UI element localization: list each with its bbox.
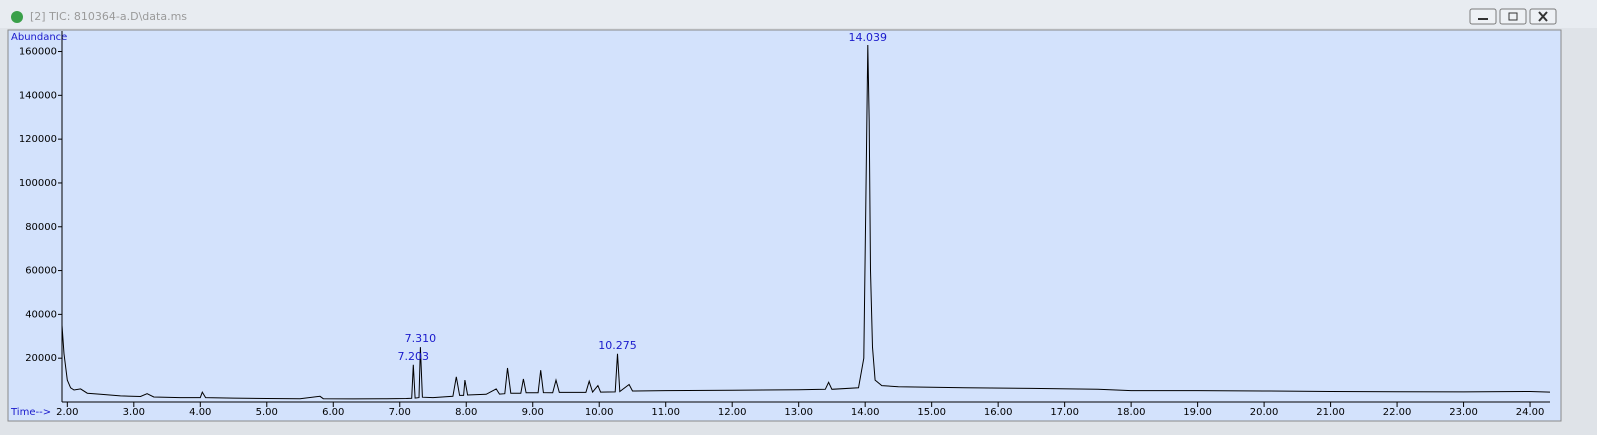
x-tick-label: 19.00 [1183, 407, 1212, 418]
x-tick-label: 6.00 [322, 407, 344, 418]
x-tick-label: 4.00 [189, 407, 211, 418]
x-tick-label: 2.00 [56, 407, 78, 418]
x-tick-label: 23.00 [1449, 407, 1478, 418]
x-tick-label: 17.00 [1050, 407, 1079, 418]
x-tick-label: 18.00 [1117, 407, 1146, 418]
close-glyph [1538, 11, 1548, 22]
y-tick-label: 160000 [19, 47, 57, 58]
peak-label: 7.310 [405, 332, 437, 345]
y-tick-label: 140000 [19, 90, 57, 101]
x-tick-label: 5.00 [256, 407, 278, 418]
x-tick-label: 10.00 [585, 407, 614, 418]
x-tick-label: 8.00 [455, 407, 477, 418]
x-tick-label: 16.00 [984, 407, 1013, 418]
x-tick-label: 21.00 [1316, 407, 1345, 418]
y-tick-label: 120000 [19, 134, 57, 145]
peak-label: 10.275 [598, 339, 637, 352]
x-tick-label: 24.00 [1516, 407, 1545, 418]
plot-background [7, 29, 1562, 422]
y-tick-label: 40000 [25, 309, 57, 320]
peak-label: 7.203 [398, 350, 430, 363]
minimize-button[interactable] [1469, 8, 1497, 25]
x-tick-label: 9.00 [522, 407, 544, 418]
x-tick-label: 3.00 [123, 407, 145, 418]
x-tick-label: 14.00 [851, 407, 880, 418]
x-tick-label: 12.00 [718, 407, 747, 418]
y-axis-label: Abundance [11, 32, 67, 43]
y-tick-label: 100000 [19, 178, 57, 189]
restore-button[interactable] [1499, 8, 1527, 25]
x-tick-label: 20.00 [1250, 407, 1279, 418]
x-tick-label: 7.00 [389, 407, 411, 418]
x-tick-label: 13.00 [784, 407, 813, 418]
y-tick-label: 60000 [25, 266, 57, 277]
app-icon [11, 11, 23, 23]
y-tick-label: 80000 [25, 222, 57, 233]
y-tick-label: 20000 [25, 353, 57, 364]
x-axis-label: Time--> [10, 407, 51, 418]
x-tick-label: 15.00 [917, 407, 946, 418]
tic-trace [61, 44, 1551, 400]
title-bar [0, 0, 1597, 28]
restore-glyph [1508, 12, 1518, 21]
x-tick-label: 22.00 [1383, 407, 1412, 418]
x-tick-label: 11.00 [651, 407, 680, 418]
window-title: [2] TIC: 810364-a.D\data.ms [30, 10, 187, 23]
peak-label: 14.039 [849, 31, 888, 44]
